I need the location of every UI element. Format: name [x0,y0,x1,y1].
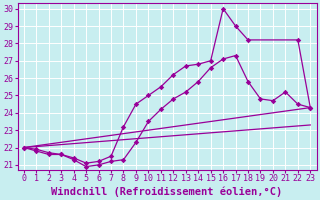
X-axis label: Windchill (Refroidissement éolien,°C): Windchill (Refroidissement éolien,°C) [52,186,283,197]
